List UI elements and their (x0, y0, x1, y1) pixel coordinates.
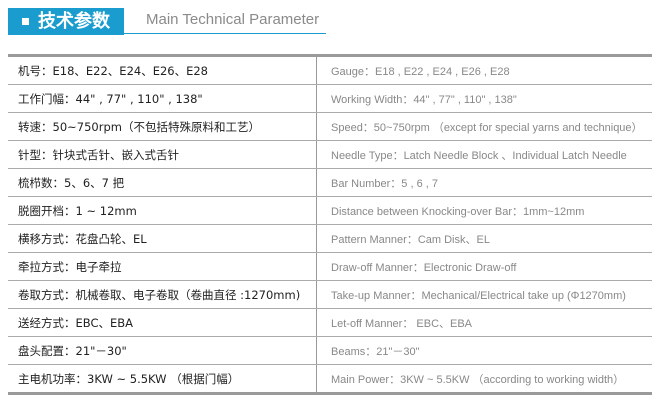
table-row: 盘头配置：21"－30" Beams：21"－30" (8, 336, 652, 365)
param-chinese: 脱圈开档：1 ~ 12mm (8, 196, 317, 225)
table-row: 主电机功率：3KW ~ 5.5KW （根据门幅） Main Power：3KW ~… (8, 364, 652, 394)
param-english: Working Width：44" , 77" , 110" , 138" (316, 84, 652, 113)
section-title-badge: 技术参数 (8, 8, 124, 35)
param-english: Let-off Manner： EBC、EBA (316, 308, 652, 337)
table-row: 牵拉方式：电子牵拉 Draw-off Manner：Electronic Draw… (8, 252, 652, 281)
param-chinese: 卷取方式：机械卷取、电子卷取（卷曲直径 :1270mm) (8, 280, 317, 309)
param-chinese: 送经方式：EBC、EBA (8, 308, 317, 337)
parameter-table: 机号：E18、E22、E24、E26、E28 Gauge：E18 , E22 , … (8, 54, 652, 395)
square-bullet-icon (22, 18, 29, 25)
param-chinese: 横移方式：花盘凸轮、EL (8, 224, 317, 253)
param-english: Draw-off Manner：Electronic Draw-off (316, 252, 652, 281)
param-chinese: 梳栉数：5、6、7 把 (8, 168, 317, 197)
section-subtitle: Main Technical Parameter (146, 11, 320, 28)
param-english: Main Power：3KW ~ 5.5KW （according to wor… (331, 373, 625, 386)
param-english: Beams：21"－30" (316, 336, 652, 365)
param-english: Gauge：E18 , E22 , E24 , E26 , E28 (316, 55, 652, 85)
param-chinese: 盘头配置：21"－30" (8, 336, 317, 365)
table-row: 针型：针块式舌针、嵌入式舌针 Needle Type：Latch Needle B… (8, 140, 652, 169)
param-chinese: 机号：E18、E22、E24、E26、E28 (8, 55, 317, 85)
table-row: 梳栉数：5、6、7 把 Bar Number：5 , 6 , 7 (8, 168, 652, 197)
param-chinese: 牵拉方式：电子牵拉 (8, 252, 317, 281)
param-chinese: 针型：针块式舌针、嵌入式舌针 (8, 140, 317, 169)
param-chinese: 主电机功率：3KW ~ 5.5KW （根据门幅） (8, 364, 317, 394)
param-english: Bar Number：5 , 6 , 7 (316, 168, 652, 197)
table-row: 脱圈开档：1 ~ 12mm Distance between Knocking-o… (8, 196, 652, 225)
param-english: Distance between Knocking-over Bar：1mm~1… (316, 196, 652, 225)
param-english: Take-up Manner：Mechanical/Electrical tak… (316, 280, 652, 309)
param-english: Pattern Manner：Cam Disk、EL (316, 224, 652, 253)
param-chinese: 转速：50~750rpm（不包括特殊原料和工艺） (8, 112, 317, 141)
section-title: 技术参数 (38, 11, 110, 32)
table-row: 横移方式：花盘凸轮、EL Pattern Manner：Cam Disk、EL (8, 224, 652, 253)
table-row: 机号：E18、E22、E24、E26、E28 Gauge：E18 , E22 , … (8, 55, 652, 85)
param-english: Needle Type：Latch Needle Block 、Individu… (316, 140, 652, 169)
table-row: 转速：50~750rpm（不包括特殊原料和工艺） Speed：50~750rpm … (8, 112, 652, 141)
table-row: 工作门幅：44" , 77" , 110" , 138" Working Widt… (8, 84, 652, 113)
table-row: 送经方式：EBC、EBA Let-off Manner： EBC、EBA (8, 308, 652, 337)
title-underline (124, 33, 326, 34)
param-chinese: 工作门幅：44" , 77" , 110" , 138" (8, 84, 317, 113)
table-row: 卷取方式：机械卷取、电子卷取（卷曲直径 :1270mm) Take-up Mann… (8, 280, 652, 309)
param-english: Speed：50~750rpm （except for special yarn… (316, 112, 652, 141)
